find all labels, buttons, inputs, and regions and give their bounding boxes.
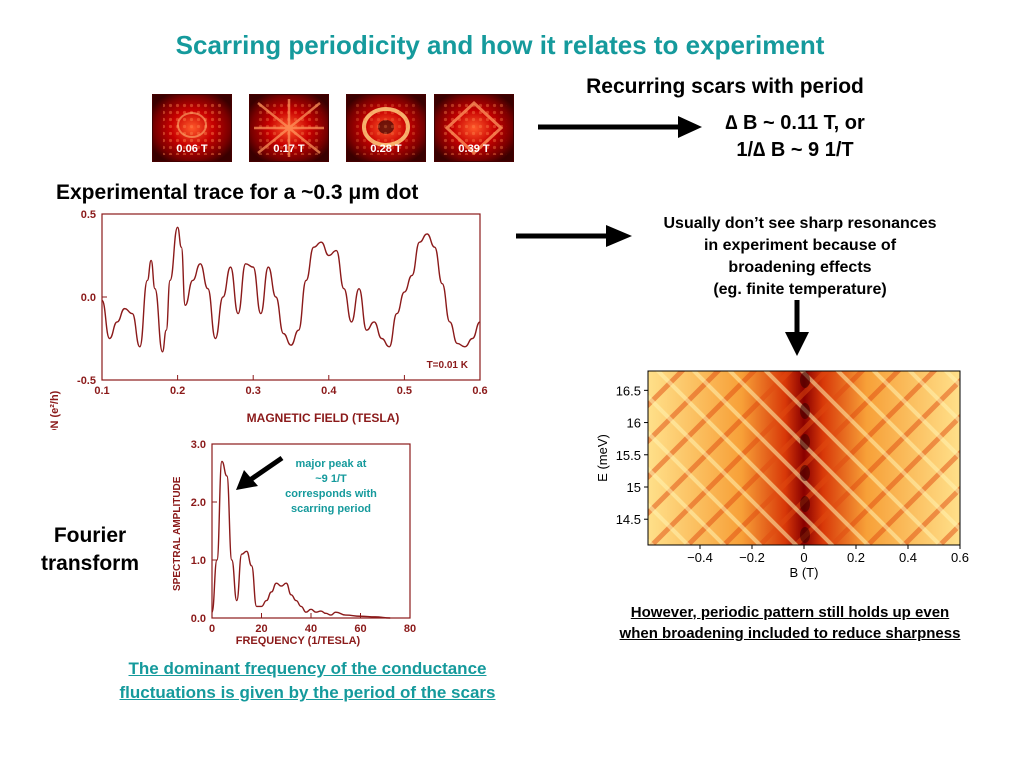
note-line-1: Usually don’t see sharp resonances: [663, 215, 937, 232]
conclusion-line-1: The dominant frequency of the conductanc…: [128, 659, 487, 678]
heatmap-x-tick-label: 0.6: [951, 550, 969, 565]
scar-pattern-1: [153, 95, 231, 161]
spectral-y-label: SPECTRAL AMPLITUDE: [172, 476, 183, 591]
heatmap-x-tick-label: −0.4: [687, 550, 713, 565]
peak-annotation-line-2: ~9 1/T: [315, 473, 347, 485]
period-line-2: 1/∆ B ~ 9 1/T: [736, 139, 854, 161]
heatmap-x-tick-label: 0: [800, 550, 807, 565]
pointer-arrow-icon: [236, 455, 284, 490]
fluctuation-y-label: FLUCTUATION (e²/h): [49, 390, 61, 430]
heatmap-y-tick-label: 15.5: [616, 448, 641, 463]
scar-pattern-2: [250, 95, 328, 161]
fluctuation-annotation: T=0.01 K: [427, 360, 469, 371]
peak-annotation: major peak at ~9 1/T corresponds with sc…: [268, 457, 394, 517]
heatmap-caption-line-1: However, periodic pattern still holds up…: [630, 604, 950, 621]
spectral-chart: 0 20 40 60 80 3.0 2.0 1.0 0.0 SPECTRAL AMPLITUDE…: [172, 439, 416, 647]
heatmap-y-label: E (meV): [595, 434, 610, 482]
heatmap-caption-line-2: when broadening included to reduce sharp…: [619, 625, 961, 642]
scar-image-3: 0.28 T: [346, 94, 426, 162]
fourier-label: Fourier transform: [20, 522, 160, 578]
spectral-x-tick-label: 40: [305, 623, 317, 635]
spectral-x-tick-label: 80: [404, 623, 416, 635]
heatmap-axes: −0.4 −0.2 0 0.2 0.4 0.6 16.5 16 15.5 15 14.5: [616, 383, 969, 565]
fluctuation-chart: 0.1 0.2 0.3 0.4 0.5 0.6 0.5 0.0 -0.5 FLUCTUATION…: [49, 209, 488, 430]
note-line-2: in experiment because of: [703, 237, 897, 254]
fluctuation-y-tick-label: 0.5: [81, 209, 96, 221]
conclusion-text: The dominant frequency of the conductanc…: [30, 657, 585, 705]
fluctuation-x-tick-label: 0.6: [472, 385, 487, 397]
period-line-1: ∆ B ~ 0.11 T, or: [725, 112, 865, 134]
peak-annotation-line-3: corresponds with: [285, 488, 377, 500]
heatmap-x-tick-label: 0.2: [847, 550, 865, 565]
spectral-y-tick-label: 3.0: [191, 439, 206, 451]
spectral-series-line: [211, 460, 391, 619]
scar-image-2: 0.17 T: [249, 94, 329, 162]
scar-pattern-4: [435, 95, 513, 161]
experimental-heading: Experimental trace for a ~0.3 μm dot: [56, 181, 419, 204]
fluctuation-x-tick-label: 0.5: [397, 385, 412, 397]
spectral-x-tick-label: 0: [209, 623, 215, 635]
conclusion-line-2: fluctuations is given by the period of t…: [119, 683, 496, 702]
fourier-label-line-1: Fourier: [53, 524, 127, 547]
fluctuation-x-tick-label: 0.4: [321, 385, 337, 397]
fluctuation-x-tick-label: 0.2: [170, 385, 185, 397]
fluctuation-x-tick-label: 0.3: [246, 385, 261, 397]
page-title: Scarring periodicity and how it relates …: [175, 30, 825, 60]
spectral-x-label: FREQUENCY (1/TESLA): [236, 635, 361, 647]
energy-heatmap: −0.4 −0.2 0 0.2 0.4 0.6 16.5 16 15.5 15 14.5 E (me…: [595, 370, 969, 580]
right-arrow-icon-2: [516, 225, 632, 247]
heatmap-caption: However, periodic pattern still holds up…: [570, 602, 1010, 644]
fluctuation-plot-area: 0.1 0.2 0.3 0.4 0.5 0.6 0.5 0.0 -0.5: [77, 209, 488, 397]
fluctuation-series-line: [101, 226, 481, 353]
down-arrow-icon: [785, 300, 809, 356]
scars-heading: Recurring scars with period: [586, 75, 864, 98]
fluctuation-x-label: MAGNETIC FIELD (TESLA): [247, 411, 400, 425]
note-line-3: broadening effects: [728, 259, 872, 276]
scar-pattern-3: [347, 95, 425, 161]
heatmap-y-tick-label: 14.5: [616, 512, 641, 527]
fluctuation-x-tick-label: 0.1: [94, 385, 109, 397]
heatmap-y-tick-label: 16: [627, 416, 641, 431]
heatmap-plot-area: [647, 370, 961, 546]
fluctuation-y-tick-label: 0.0: [81, 292, 96, 304]
heatmap-y-tick-label: 16.5: [616, 383, 641, 398]
spectral-y-tick-label: 1.0: [191, 555, 206, 567]
spectral-x-tick-label: 60: [354, 623, 366, 635]
peak-annotation-line-1: major peak at: [295, 458, 367, 470]
heatmap-y-tick-label: 15: [627, 480, 641, 495]
scar-image-4: 0.39 T: [434, 94, 514, 162]
spectral-y-tick-label: 0.0: [191, 613, 206, 625]
note-line-4: (eg. finite temperature): [713, 281, 887, 298]
scar-image-1: 0.06 T: [152, 94, 232, 162]
peak-annotation-line-4: scarring period: [290, 503, 372, 515]
right-arrow-icon-1: [538, 116, 702, 138]
scar-label-2: 0.17 T: [273, 143, 305, 155]
heatmap-x-tick-label: −0.2: [739, 550, 765, 565]
scar-label-3: 0.28 T: [370, 143, 402, 155]
scar-label-1: 0.06 T: [176, 143, 208, 155]
spectral-x-tick-label: 20: [255, 623, 267, 635]
spectral-y-tick-label: 2.0: [191, 497, 206, 509]
scar-label-4: 0.39 T: [458, 143, 490, 155]
fluctuation-y-tick-label: -0.5: [77, 375, 96, 387]
spectral-plot-area: 0 20 40 60 80 3.0 2.0 1.0 0.0: [191, 439, 416, 635]
broadening-note: Usually don’t see sharp resonances in ex…: [630, 213, 970, 301]
heatmap-x-tick-label: 0.4: [899, 550, 917, 565]
heatmap-x-label: B (T): [790, 565, 819, 580]
heatmap-center-spots: [792, 371, 812, 545]
fourier-label-line-2: transform: [40, 552, 140, 575]
